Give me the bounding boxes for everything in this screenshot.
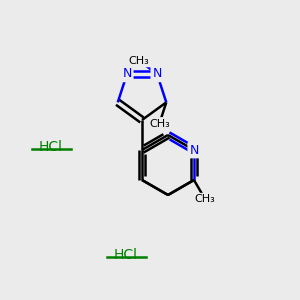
Text: CH₃: CH₃ [128,56,149,66]
Text: N: N [189,143,199,157]
Text: CH₃: CH₃ [195,194,216,205]
Text: N: N [122,67,132,80]
Text: N: N [152,67,162,80]
Text: HCl: HCl [39,140,63,154]
Text: HCl: HCl [114,248,138,262]
Text: CH₃: CH₃ [149,119,170,129]
